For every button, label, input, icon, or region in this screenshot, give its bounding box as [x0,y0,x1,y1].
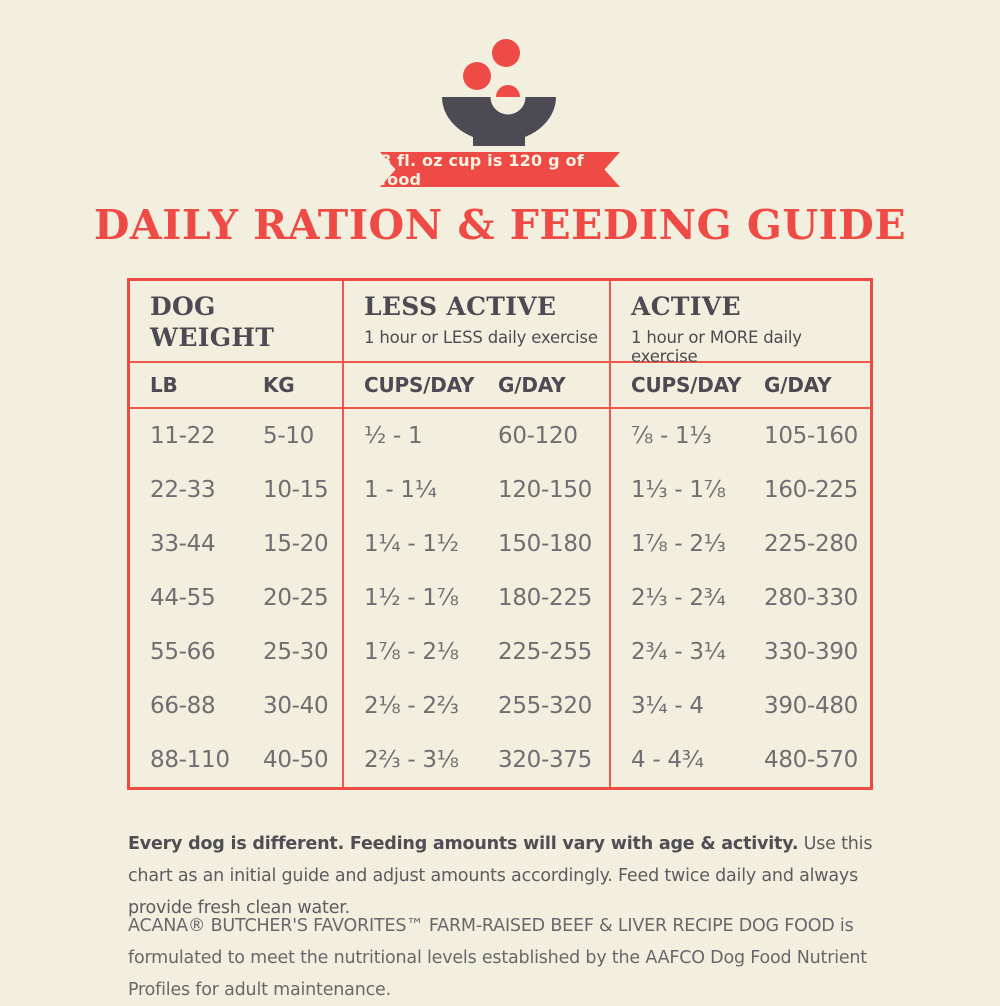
table-cell: 20-25 [243,571,344,625]
table-cell: 1 - 1¼ [364,477,437,503]
feeding-note-bold: Every dog is different. Feeding amounts … [128,833,799,854]
col-header-kg: KG [243,363,344,409]
kibble-dot-icon [492,39,520,67]
col-header-g-less: G/DAY [478,363,611,409]
table-cell: 1⅞ - 2⅛ [364,639,459,665]
bowl-foot [473,136,525,146]
table-cell: 390-480 [764,693,858,719]
table-cell: 105-160 [764,423,858,449]
table-cell: 480-570 [764,747,858,773]
group-title: ACTIVE [631,292,741,321]
table-cell: 55-66 [150,639,216,665]
table-cell: 2⅔ - 3⅛ [364,747,459,773]
table-cell: 25-30 [243,625,344,679]
kibble-dot-icon [496,85,520,97]
table-cell: 330-390 [764,639,858,665]
page-title: DAILY RATION & FEEDING GUIDE [93,201,907,249]
table-cell: 280-330 [764,585,858,611]
table-cell: 30-40 [243,679,344,733]
table-cell: 33-44 [150,531,216,557]
group-title: DOG WEIGHT [150,292,275,352]
kibble-dot-icon [463,62,491,90]
cup-measure-banner: 8 fl. oz cup is 120 g of food [380,152,620,187]
table-cell: 150-180 [478,517,611,571]
feeding-table: DOG WEIGHT LESS ACTIVE 1 hour or LESS da… [127,278,873,790]
group-header-active: ACTIVE 1 hour or MORE daily exercise [611,281,870,366]
bowl-kibble-icon [420,33,580,150]
table-cell: 66-88 [150,693,216,719]
table-cell: 320-375 [478,733,611,787]
table-cell: 225-255 [478,625,611,679]
table-cell: 2⅛ - 2⅔ [364,693,459,719]
table-cell: 255-320 [478,679,611,733]
table-cell: 120-150 [478,463,611,517]
table-cell: 225-280 [764,531,858,557]
table-cell: 160-225 [764,477,858,503]
table-cell: 44-55 [150,585,216,611]
group-subtitle: 1 hour or LESS daily exercise [364,327,598,347]
table-cell: 180-225 [478,571,611,625]
col-header-cups-active: CUPS/DAY [611,363,744,409]
col-header-g-active: G/DAY [744,363,870,409]
table-cell: 1¼ - 1½ [364,531,459,557]
feeding-note: Every dog is different. Feeding amounts … [128,828,885,924]
table-cell: ½ - 1 [364,423,423,449]
aafco-note: ACANA® BUTCHER'S FAVORITES™ FARM-RAISED … [128,915,867,1000]
group-header-dog-weight: DOG WEIGHT [130,281,344,363]
table-cell: 1⅞ - 2⅓ [631,531,726,557]
table-cell: 11-22 [150,423,216,449]
feeding-note-regular: Use this chart as an initial guide and a… [128,833,873,918]
table-cell: 22-33 [150,477,216,503]
table-cell: 4 - 4¾ [631,747,704,773]
table-cell: ⅞ - 1⅓ [631,423,712,449]
table-cell: 2⅓ - 2¾ [631,585,726,611]
table-cell: 40-50 [243,733,344,787]
col-header-lb: LB [130,363,243,409]
table-cell: 60-120 [478,409,611,463]
banner-text: 8 fl. oz cup is 120 g of food [380,150,584,189]
table-cell: 15-20 [243,517,344,571]
group-header-less-active: LESS ACTIVE 1 hour or LESS daily exercis… [344,281,611,363]
table-cell: 88-110 [150,747,230,773]
group-subtitle: 1 hour or MORE daily exercise [631,327,802,366]
group-title: LESS ACTIVE [364,292,557,321]
bowl-kibble-graphic [442,39,556,146]
bowl-icon [442,97,556,142]
table-cell: 1⅓ - 1⅞ [631,477,726,503]
table-cell: 10-15 [243,463,344,517]
table-cell: 2¾ - 3¼ [631,639,726,665]
table-cell: 5-10 [243,409,344,463]
col-header-cups-less: CUPS/DAY [344,363,478,409]
table-cell: 1½ - 1⅞ [364,585,459,611]
table-cell: 3¼ - 4 [631,693,704,719]
